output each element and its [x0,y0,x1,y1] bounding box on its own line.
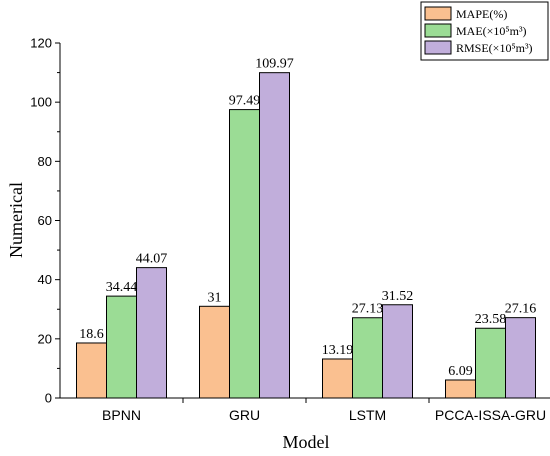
bar-value-label: 27.13 [352,302,384,317]
bar [475,327,506,399]
bar [76,342,107,399]
bar [106,295,137,399]
bar-value-label: 44.07 [136,252,168,267]
y-tick-label: 20 [38,331,52,346]
bar-value-label: 31 [208,290,222,305]
bar-value-label: 34.44 [106,280,138,295]
y-tick-label: 40 [38,272,52,287]
bar [136,267,167,399]
legend-swatch [424,40,452,55]
bar [229,109,260,399]
legend-swatch [424,6,452,21]
y-tick-label: 120 [30,36,52,51]
x-tick-label: GRU [229,407,260,423]
bar [259,72,290,399]
bar-value-label: 27.16 [505,302,537,317]
x-tick-label: LSTM [349,407,386,423]
bar [352,317,383,399]
x-tick-label: BPNN [102,407,141,423]
y-axis-title: Numerical [6,182,26,258]
bar [322,358,353,399]
bar-value-label: 109.97 [255,57,294,72]
bar [445,379,476,399]
bar-value-label: 97.49 [229,94,261,109]
legend-swatch [424,23,452,38]
y-axis: 0 20 40 60 80 100 120 [30,36,61,406]
bar [382,304,413,399]
bar [505,317,536,399]
legend: MAPE(%) MAE(×10⁵m³) RMSE(×10⁵m³) [420,1,549,61]
x-axis: BPNN GRU LSTM PCCA-ISSA-GRU [60,397,550,423]
x-tick-label: PCCA-ISSA-GRU [435,407,546,423]
bar-value-label: 13.19 [322,343,354,358]
bars-group [76,72,536,399]
bar-value-label: 18.6 [79,327,104,342]
bar-value-label: 23.58 [475,312,507,327]
legend-label: MAE(×10⁵m³) [456,24,527,38]
y-tick-label: 0 [45,391,52,406]
bar-value-label: 6.09 [448,364,473,379]
legend-label: MAPE(%) [456,7,507,21]
y-tick-label: 80 [38,154,52,169]
y-tick-label: 100 [30,95,52,110]
bar [199,305,230,399]
y-tick-label: 60 [38,213,52,228]
bar-value-label: 31.52 [382,289,414,304]
legend-label: RMSE(×10⁵m³) [456,41,533,55]
x-axis-title: Model [283,432,330,452]
value-labels-group: 18.6 34.44 44.07 31 97.49 109.97 13.19 27.1331.… [79,57,536,379]
